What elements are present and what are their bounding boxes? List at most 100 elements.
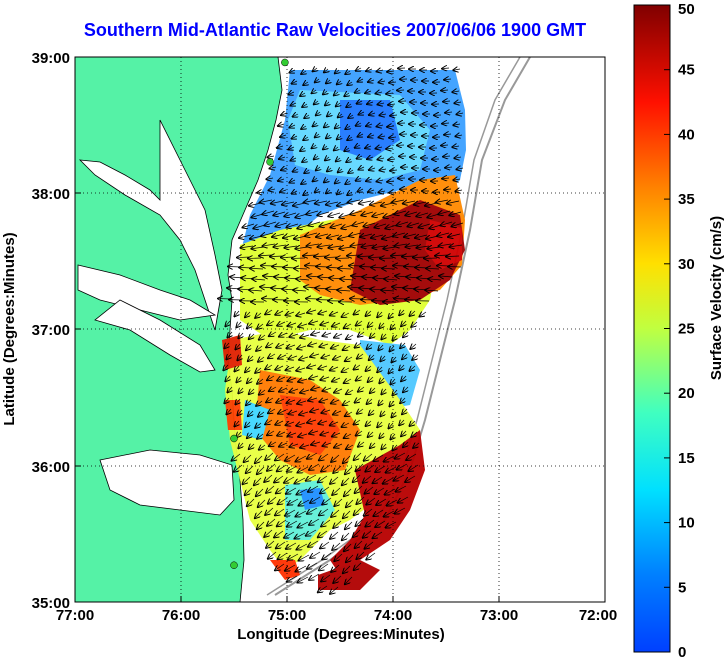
velocity-arrow [342,532,350,540]
velocity-arrow [334,334,343,338]
velocity-arrow [345,576,353,584]
velocity-arrow [337,81,341,84]
velocity-arrow [425,290,439,291]
velocity-arrow [309,321,319,324]
velocity-arrow [355,485,363,493]
velocity-arrow [365,464,375,472]
velocity-arrow [359,112,364,115]
velocity-arrow [289,125,295,128]
velocity-arrow [266,178,274,179]
velocity-arrow [377,312,382,317]
velocity-arrow [363,475,372,483]
velocity-arrow [442,178,450,179]
velocity-arrow [389,346,394,351]
velocity-arrow [246,465,254,473]
velocity-arrow [390,324,395,329]
colorbar-tick-label: 25 [678,321,695,338]
velocity-arrow [358,332,365,337]
velocity-arrow [299,499,310,506]
velocity-arrow [234,464,243,472]
velocity-arrow [247,323,252,328]
velocity-arrow [250,268,264,269]
velocity-arrow [444,189,452,190]
velocity-arrow [274,475,284,482]
velocity-arrow [266,343,274,347]
velocity-arrow [303,137,308,140]
velocity-arrow [388,423,393,428]
velocity-arrow [319,399,329,402]
velocity-arrow [257,192,265,193]
velocity-arrow [278,355,287,359]
velocity-arrow [358,134,363,137]
velocity-arrow [345,126,350,129]
velocity-arrow [386,466,397,473]
velocity-arrow [249,444,254,449]
velocity-arrow [377,367,382,372]
velocity-arrow [307,310,317,313]
velocity-arrow [387,126,395,127]
velocity-arrow [321,464,331,471]
velocity-arrow [314,101,318,104]
velocity-arrow [365,519,375,527]
velocity-arrow [256,488,264,496]
velocity-arrow [284,531,295,538]
velocity-arrow [309,376,319,379]
velocity-arrow [406,453,417,460]
velocity-arrow [278,497,288,504]
chart-title: Southern Mid-Atlantic Raw Velocities 200… [83,20,587,40]
velocity-arrow [313,178,317,181]
velocity-arrow [345,71,350,74]
sound-south [99,449,235,516]
velocity-arrow [286,542,297,549]
velocity-arrow [376,147,383,149]
velocity-arrow [453,69,461,70]
velocity-arrow [287,400,296,403]
velocity-arrow [289,389,299,392]
velocity-arrow [236,432,241,437]
velocity-arrow [321,410,331,413]
velocity-arrow [259,335,266,340]
velocity-arrow [400,343,405,348]
velocity-arrow [447,201,460,204]
velocity-arrow [346,335,354,339]
velocity-arrow [269,332,277,336]
velocity-arrow [381,334,386,339]
velocity-arrow [311,332,321,335]
velocity-arrow [289,180,295,183]
velocity-arrow [381,290,395,291]
velocity-arrow [276,486,286,493]
velocity-arrow [315,189,319,192]
velocity-arrow [286,312,295,315]
velocity-arrow [307,365,317,368]
velocity-arrow [326,135,330,138]
colorbar-tick-label: 20 [678,385,695,402]
velocity-arrow [320,377,330,380]
velocity-arrow [332,378,341,382]
velocity-arrow [366,366,372,371]
velocity-arrow [399,365,404,370]
velocity-arrow [279,443,288,447]
velocity-arrow [412,355,419,360]
velocity-arrow [354,310,361,315]
velocity-arrow [234,311,239,316]
velocity-arrow [376,92,383,94]
colorbar-tick-label: 10 [678,515,695,532]
velocity-arrow [303,192,308,195]
velocity-arrow [247,498,255,506]
colorbar-tick-label: 15 [678,450,695,467]
velocity-arrow [446,256,460,257]
velocity-arrow [326,80,330,83]
velocity-arrow [258,412,265,417]
velocity-arrow [384,510,395,517]
velocity-arrow [358,442,365,447]
velocity-arrow [249,389,254,394]
velocity-arrow [318,421,328,424]
velocity-arrow [347,137,352,140]
velocity-arrow [297,401,307,404]
velocity-arrow [428,279,442,280]
velocity-arrow [356,463,364,471]
velocity-arrow [322,443,332,446]
velocity-arrow [287,433,297,436]
velocity-arrow [366,69,373,71]
velocity-arrow [445,112,453,113]
